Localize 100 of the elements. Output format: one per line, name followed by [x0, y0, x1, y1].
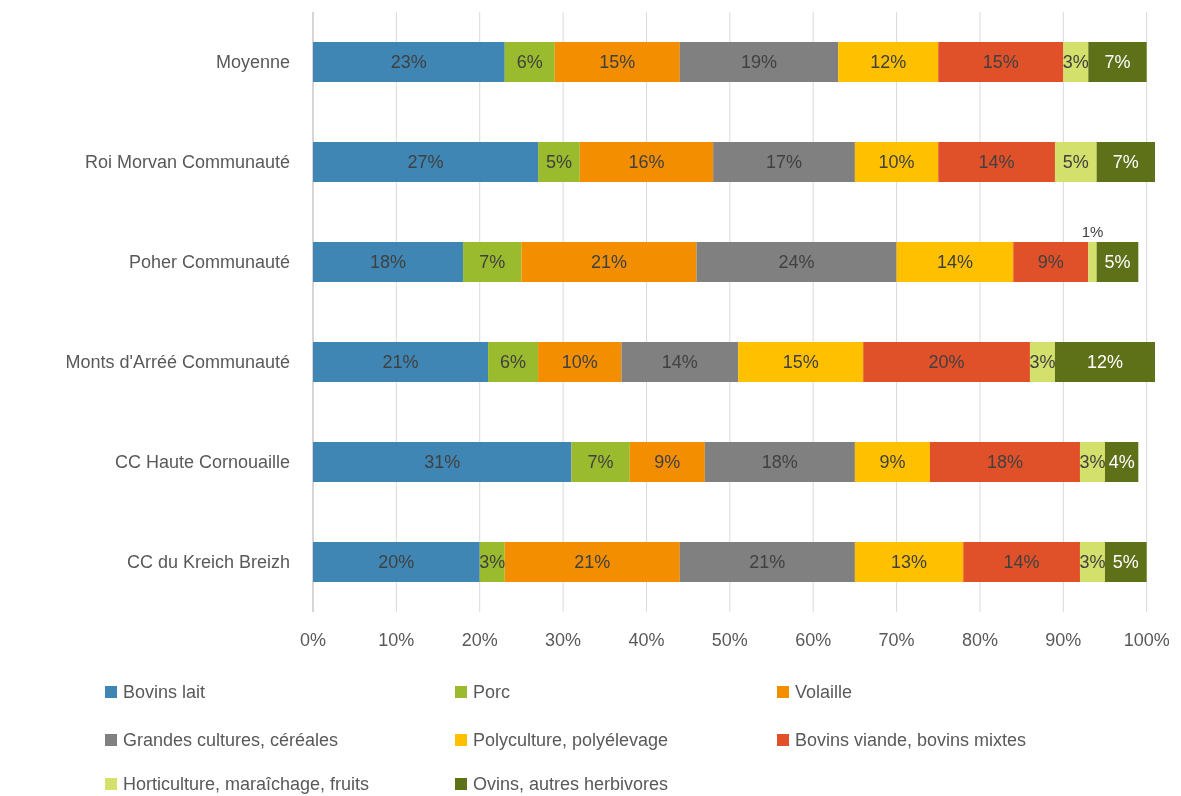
data-label: 16%	[628, 152, 665, 173]
data-label: 5%	[1062, 152, 1089, 173]
data-label: 9%	[879, 452, 906, 473]
bar	[679, 542, 855, 582]
data-label: 15%	[599, 52, 636, 73]
x-tick-label: 20%	[461, 630, 498, 651]
x-tick-label: 40%	[628, 630, 665, 651]
bar	[1088, 42, 1147, 82]
bar	[854, 142, 939, 182]
bar	[1013, 242, 1089, 282]
legend-label: Volaille	[795, 682, 853, 703]
x-tick-label: 90%	[1045, 630, 1082, 651]
data-label: 12%	[1086, 352, 1123, 373]
bar	[538, 342, 622, 382]
data-label: 5%	[1112, 552, 1139, 573]
data-label: 14%	[978, 152, 1015, 173]
bar	[313, 442, 572, 482]
y-tick-label: Roi Morvan Communauté	[84, 152, 290, 173]
data-label: 20%	[928, 352, 965, 373]
data-label: 15%	[982, 52, 1019, 73]
x-tick-label: 50%	[711, 630, 748, 651]
bar	[1088, 242, 1097, 282]
data-label: 12%	[870, 52, 907, 73]
x-tick-label: 10%	[378, 630, 415, 651]
legend-label: Bovins lait	[123, 682, 206, 703]
x-tick-label: 100%	[1123, 630, 1170, 651]
data-label: 15%	[782, 352, 819, 373]
data-label: 9%	[1037, 252, 1064, 273]
data-label: 7%	[587, 452, 614, 473]
bar	[679, 42, 839, 82]
bar	[521, 242, 697, 282]
data-label: 23%	[390, 52, 427, 73]
bar	[488, 342, 539, 382]
bar	[313, 342, 489, 382]
data-label: 19%	[740, 52, 778, 73]
data-label: 18%	[370, 252, 407, 273]
bar	[938, 42, 1064, 82]
data-label: 1%	[1081, 223, 1104, 241]
bar	[313, 542, 480, 582]
bar	[313, 242, 464, 282]
legend-label: Ovins, autres herbivores	[473, 774, 669, 795]
data-label: 4%	[1108, 452, 1135, 473]
bar	[579, 142, 714, 182]
legend-label: Grandes cultures, céréales	[123, 730, 339, 751]
bar	[571, 442, 630, 482]
data-label: 14%	[661, 352, 698, 373]
bar	[713, 142, 855, 182]
data-label: 6%	[500, 352, 527, 373]
data-label: 3%	[1079, 452, 1106, 473]
bar	[554, 42, 680, 82]
legend-label: Porc	[473, 682, 511, 703]
bar	[838, 42, 939, 82]
data-label: 18%	[986, 452, 1023, 473]
data-label: 24%	[778, 252, 815, 273]
data-label: 3%	[1062, 52, 1089, 73]
y-tick-label: Moyenne	[215, 52, 290, 73]
data-label: 14%	[1003, 552, 1040, 573]
data-label: 10%	[561, 352, 598, 373]
bar	[463, 242, 522, 282]
x-tick-label: 30%	[545, 630, 582, 651]
legend-label: Horticulture, maraîchage, fruits	[123, 774, 370, 795]
bar	[963, 542, 1080, 582]
legend-label: Bovins viande, bovins mixtes	[795, 730, 1027, 751]
data-label: 7%	[479, 252, 506, 273]
legend-label: Polyculture, polyélevage	[473, 730, 669, 751]
bar	[504, 42, 555, 82]
data-label: 17%	[766, 152, 803, 173]
data-label: 9%	[654, 452, 681, 473]
data-label: 6%	[516, 52, 543, 73]
data-label: 27%	[407, 152, 444, 173]
bar	[854, 442, 930, 482]
data-label: 21%	[382, 352, 419, 373]
data-label: 3%	[1029, 352, 1056, 373]
bar	[1096, 142, 1155, 182]
data-label: 14%	[936, 252, 973, 273]
data-label: 31%	[424, 452, 461, 473]
y-tick-label: CC Haute Cornouaille	[114, 452, 290, 473]
bar	[854, 542, 964, 582]
bar	[929, 442, 1080, 482]
data-label: 10%	[878, 152, 915, 173]
bar	[313, 42, 505, 82]
bar	[629, 442, 705, 482]
x-tick-label: 70%	[878, 630, 915, 651]
data-label: 7%	[1104, 52, 1131, 73]
data-label: 7%	[1112, 152, 1139, 173]
bar	[504, 542, 680, 582]
x-tick-label: 0%	[299, 630, 327, 651]
data-label: 21%	[574, 552, 611, 573]
bar	[896, 242, 1014, 282]
x-tick-label: 60%	[795, 630, 832, 651]
y-tick-label: Poher Communauté	[128, 252, 290, 273]
data-label: 5%	[545, 152, 572, 173]
data-label: 18%	[761, 452, 798, 473]
data-label: 5%	[1104, 252, 1131, 273]
bar	[313, 142, 539, 182]
data-label: 3%	[479, 552, 506, 573]
data-label: 21%	[749, 552, 786, 573]
bar	[621, 342, 739, 382]
data-label: 3%	[1079, 552, 1106, 573]
bar	[1054, 342, 1155, 382]
